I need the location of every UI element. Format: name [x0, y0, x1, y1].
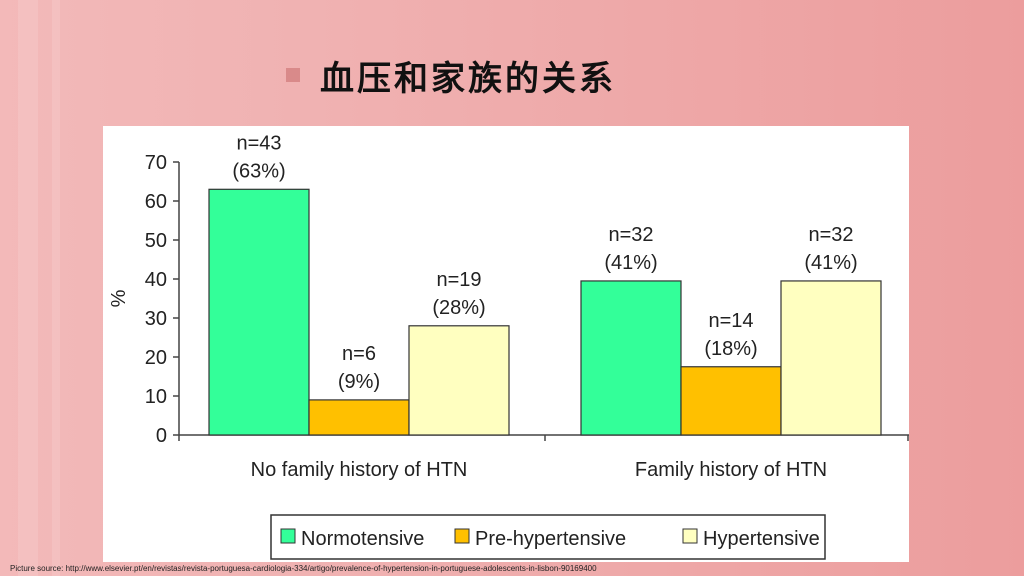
y-axis-label: %: [108, 289, 130, 307]
y-tick-label: 10: [145, 386, 167, 408]
legend-label: Hypertensive: [703, 528, 820, 550]
y-tick-label: 60: [145, 191, 167, 213]
bar-data-label-percent: (28%): [432, 297, 485, 319]
bar-hypertensive-1: [408, 325, 510, 436]
y-tick-label: 50: [145, 230, 167, 252]
bar-data-label-percent: (41%): [604, 252, 657, 274]
background-stripe: [52, 0, 60, 576]
chart-panel: 0 10 20 30 40 50 60 70% n=43 (63%) n=6 (9%) n=19 (28%…: [103, 126, 909, 562]
square-bullet-icon: [286, 68, 300, 82]
bar-pre-hypertensive-1: [308, 399, 410, 436]
x-category-label: No family history of HTN: [251, 459, 468, 481]
bar-normotensive-2: [580, 280, 682, 436]
slide-title: 血压和家族的关系: [286, 50, 616, 100]
legend-swatch: [682, 528, 698, 544]
slide-title-text: 血压和家族的关系: [320, 58, 616, 99]
bar-data-label-percent: (9%): [338, 371, 380, 393]
bar-data-label-percent: (18%): [704, 338, 757, 360]
legend-box: [270, 514, 826, 560]
bar-data-label-count: n=14: [708, 310, 753, 332]
bar-data-label-count: n=32: [608, 224, 653, 246]
bar-normotensive-1: [208, 188, 310, 436]
y-tick-label: 20: [145, 347, 167, 369]
bar-data-label-count: n=6: [342, 343, 376, 365]
y-tick-label: 70: [145, 152, 167, 174]
y-tick-label: 0: [156, 425, 167, 447]
bar-data-label-count: n=19: [436, 269, 481, 291]
bar-data-label-count: n=32: [808, 224, 853, 246]
y-tick-label: 30: [145, 308, 167, 330]
bar-data-label-count: n=43: [236, 132, 281, 154]
bar-data-label-percent: (63%): [232, 160, 285, 182]
y-tick-label: 40: [145, 269, 167, 291]
bar-data-label-percent: (41%): [804, 252, 857, 274]
x-category-label: Family history of HTN: [635, 459, 827, 481]
bar-chart: 0 10 20 30 40 50 60 70% n=43 (63%) n=6 (9%) n=19 (28%…: [108, 132, 909, 560]
background-stripe: [18, 0, 38, 576]
legend-swatch: [454, 528, 470, 544]
legend-swatch: [280, 528, 296, 544]
picture-source: Picture source: http://www.elsevier.pt/e…: [10, 564, 597, 573]
legend-label: Pre-hypertensive: [475, 528, 626, 550]
legend-label: Normotensive: [301, 528, 424, 550]
bar-hypertensive-2: [780, 280, 882, 436]
bar-pre-hypertensive-2: [680, 366, 782, 436]
